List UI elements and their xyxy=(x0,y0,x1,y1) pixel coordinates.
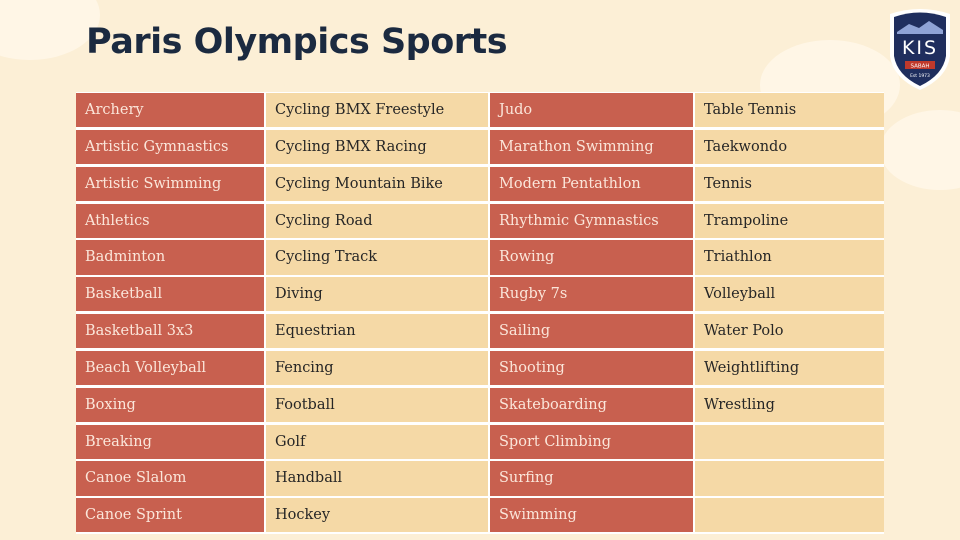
sport-cell: Beach Volleyball xyxy=(76,350,264,386)
sport-cell: Surfing xyxy=(490,461,693,496)
sport-cell: Swimming xyxy=(490,498,693,533)
sport-cell: Hockey xyxy=(266,498,488,533)
sport-cell: Tennis xyxy=(695,166,884,201)
sport-cell: Diving xyxy=(266,277,488,312)
sport-cell: Fencing xyxy=(266,350,488,386)
cloud xyxy=(880,110,960,190)
sport-cell: Shooting xyxy=(490,350,693,386)
sport-cell: Football xyxy=(266,387,488,422)
sport-cell: Skateboarding xyxy=(490,387,693,422)
sport-cell: Trampoline xyxy=(695,203,884,238)
sport-cell: Basketball xyxy=(76,277,264,312)
sport-cell: Sailing xyxy=(490,314,693,349)
empty-cell xyxy=(695,461,884,496)
logo-founded: Est 1973 xyxy=(910,73,930,79)
sport-cell: Rowing xyxy=(490,240,693,275)
sport-cell: Breaking xyxy=(76,424,264,459)
logo-name: KIS xyxy=(902,37,938,59)
sport-cell: Golf xyxy=(266,424,488,459)
sports-table: Archery Artistic Gymnastics Artistic Swimm… xyxy=(76,92,884,534)
sport-cell: Volleyball xyxy=(695,277,884,312)
sport-cell: Handball xyxy=(266,461,488,496)
sport-cell: Basketball 3x3 xyxy=(76,314,264,349)
logo-place: SABAH xyxy=(910,64,929,70)
sport-cell: Boxing xyxy=(76,387,264,422)
sport-cell: Cycling Road xyxy=(266,203,488,238)
sport-cell: Artistic Gymnastics xyxy=(76,129,264,165)
sport-cell: Triathlon xyxy=(695,240,884,275)
sport-cell: Cycling BMX Racing xyxy=(266,129,488,165)
sport-cell: Table Tennis xyxy=(695,93,884,128)
logo: KIS SABAH Est 1973 xyxy=(890,9,950,90)
sport-cell: Cycling Mountain Bike xyxy=(266,166,488,201)
sport-cell: Rugby 7s xyxy=(490,277,693,312)
logo-band xyxy=(905,61,935,69)
sport-cell: Taekwondo xyxy=(695,129,884,165)
sport-cell: Badminton xyxy=(76,240,264,275)
empty-cell xyxy=(695,424,884,459)
empty-cell xyxy=(695,498,884,533)
title: Paris Olympics Sports xyxy=(86,22,508,62)
sport-cell: Cycling Track xyxy=(266,240,488,275)
sport-cell: Sport Climbing xyxy=(490,424,693,459)
sport-cell: Modern Pentathlon xyxy=(490,166,693,201)
mountain xyxy=(897,21,943,34)
sport-cell: Rhythmic Gymnastics xyxy=(490,203,693,238)
sport-cell: Marathon Swimming xyxy=(490,129,693,165)
sport-cell: Weightlifting xyxy=(695,350,884,386)
sport-cell: Wrestling xyxy=(695,387,884,422)
sport-cell: Canoe Sprint xyxy=(76,498,264,533)
sport-cell: Athletics xyxy=(76,203,264,238)
sport-cell: Judo xyxy=(490,93,693,128)
sport-cell: Archery xyxy=(76,93,264,128)
sport-cell: Cycling BMX Freestyle xyxy=(266,93,488,128)
sport-cell: Water Polo xyxy=(695,314,884,349)
cloud xyxy=(0,0,100,60)
sport-cell: Canoe Slalom xyxy=(76,461,264,496)
sport-cell: Equestrian xyxy=(266,314,488,349)
sport-cell: Artistic Swimming xyxy=(76,166,264,201)
